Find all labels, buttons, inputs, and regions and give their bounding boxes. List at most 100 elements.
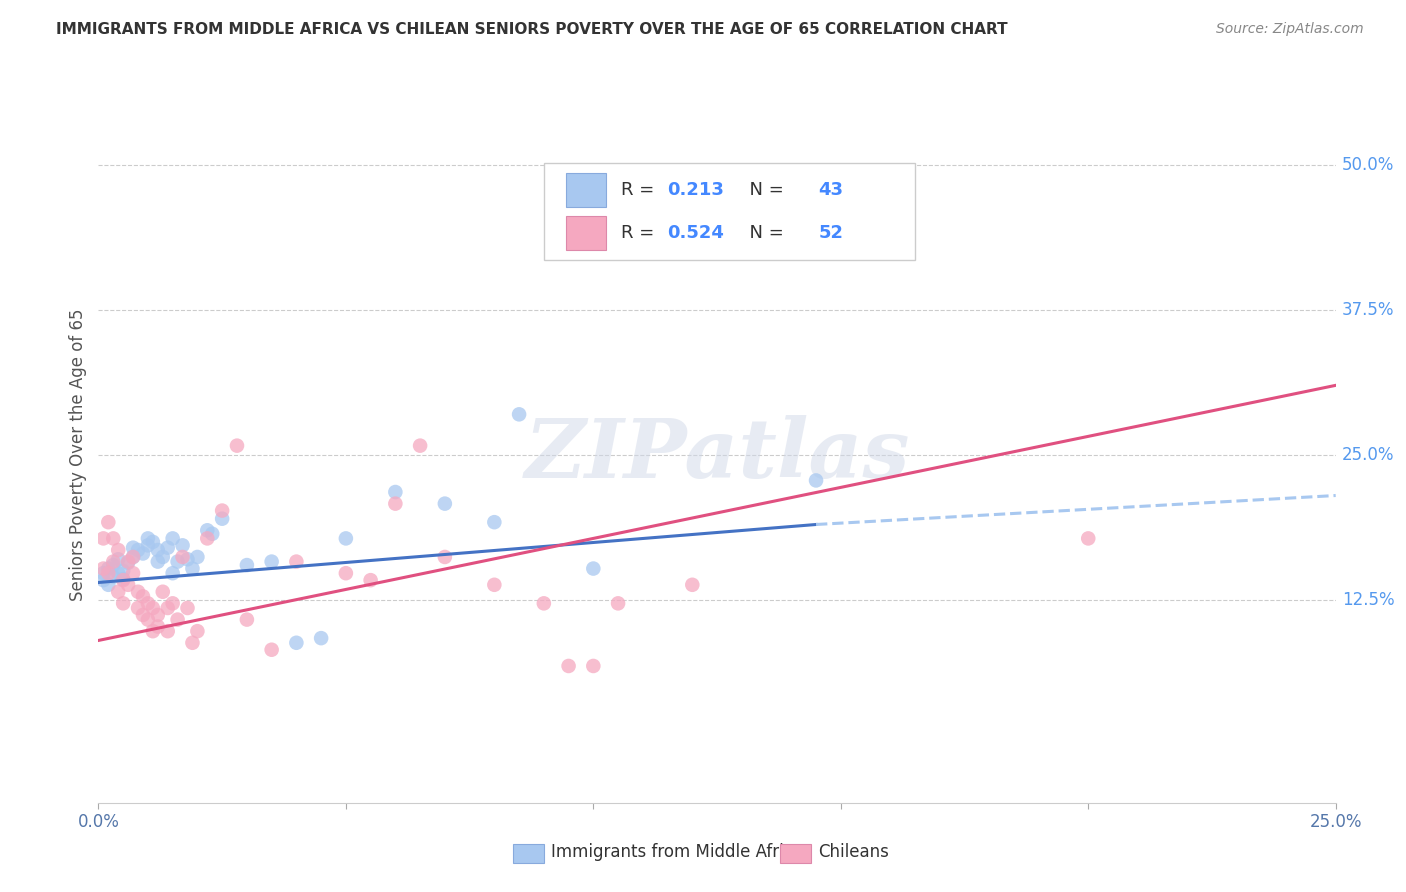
Point — [260, 555, 283, 569]
Point — [103, 558, 125, 573]
Point — [136, 613, 159, 627]
Point — [162, 566, 184, 581]
Point — [142, 534, 165, 549]
Point — [195, 523, 218, 537]
Point — [409, 439, 432, 453]
Point — [117, 578, 139, 592]
Point — [236, 558, 259, 573]
Text: 25.0%: 25.0% — [1341, 446, 1395, 464]
Text: 12.5%: 12.5% — [1341, 591, 1395, 609]
Point — [122, 549, 145, 564]
Point — [93, 561, 115, 575]
Point — [335, 566, 357, 581]
Point — [93, 566, 115, 581]
Text: IMMIGRANTS FROM MIDDLE AFRICA VS CHILEAN SENIORS POVERTY OVER THE AGE OF 65 CORR: IMMIGRANTS FROM MIDDLE AFRICA VS CHILEAN… — [56, 22, 1008, 37]
Point — [162, 532, 184, 546]
Point — [156, 624, 179, 639]
Point — [166, 555, 188, 569]
Point — [226, 439, 249, 453]
Point — [122, 541, 145, 555]
Text: N =: N = — [738, 181, 790, 199]
Point — [117, 555, 139, 569]
Point — [166, 613, 188, 627]
Point — [508, 407, 530, 422]
Point — [433, 497, 456, 511]
Text: Immigrants from Middle Africa: Immigrants from Middle Africa — [551, 843, 803, 861]
Text: Source: ZipAtlas.com: Source: ZipAtlas.com — [1216, 22, 1364, 37]
Point — [1077, 532, 1099, 546]
Y-axis label: Seniors Poverty Over the Age of 65: Seniors Poverty Over the Age of 65 — [69, 309, 87, 601]
Point — [146, 543, 169, 558]
FancyBboxPatch shape — [544, 162, 915, 260]
Point — [433, 549, 456, 564]
Point — [146, 607, 169, 622]
Point — [93, 532, 115, 546]
Point — [607, 596, 630, 610]
Point — [484, 515, 506, 529]
Point — [384, 485, 406, 500]
Point — [186, 549, 208, 564]
Text: 37.5%: 37.5% — [1341, 301, 1395, 319]
Point — [112, 596, 135, 610]
Point — [557, 659, 579, 673]
Point — [122, 566, 145, 581]
Point — [117, 556, 139, 570]
Text: 52: 52 — [818, 224, 844, 242]
Point — [211, 503, 233, 517]
Point — [97, 578, 120, 592]
Point — [176, 552, 198, 566]
Point — [172, 549, 194, 564]
Point — [107, 566, 129, 581]
Text: Chileans: Chileans — [818, 843, 889, 861]
Point — [830, 236, 852, 251]
Point — [156, 541, 179, 555]
Point — [103, 570, 125, 584]
Point — [152, 584, 174, 599]
Text: 0.524: 0.524 — [668, 224, 724, 242]
Point — [152, 549, 174, 564]
Point — [533, 596, 555, 610]
Point — [146, 619, 169, 633]
Point — [335, 532, 357, 546]
Point — [132, 590, 155, 604]
Point — [484, 578, 506, 592]
Point — [127, 584, 149, 599]
Text: 50.0%: 50.0% — [1341, 156, 1395, 174]
Point — [103, 555, 125, 569]
Point — [112, 564, 135, 578]
Point — [195, 532, 218, 546]
Point — [582, 659, 605, 673]
Point — [142, 601, 165, 615]
Text: R =: R = — [620, 181, 659, 199]
Point — [136, 532, 159, 546]
Point — [97, 561, 120, 575]
Text: 0.213: 0.213 — [668, 181, 724, 199]
Text: R =: R = — [620, 224, 659, 242]
Point — [176, 601, 198, 615]
Point — [582, 561, 605, 575]
Point — [186, 624, 208, 639]
FancyBboxPatch shape — [567, 216, 606, 250]
Point — [146, 555, 169, 569]
Point — [156, 601, 179, 615]
Point — [97, 566, 120, 581]
Point — [107, 584, 129, 599]
FancyBboxPatch shape — [567, 173, 606, 207]
Point — [103, 532, 125, 546]
Point — [211, 511, 233, 525]
Point — [260, 642, 283, 657]
Point — [136, 596, 159, 610]
Point — [162, 596, 184, 610]
Point — [285, 636, 308, 650]
Point — [132, 607, 155, 622]
Point — [384, 497, 406, 511]
Point — [181, 561, 204, 575]
Text: 43: 43 — [818, 181, 844, 199]
Point — [132, 546, 155, 561]
Text: ZIPatlas: ZIPatlas — [524, 415, 910, 495]
Point — [309, 631, 332, 645]
Point — [201, 526, 224, 541]
Point — [112, 573, 135, 587]
Text: N =: N = — [738, 224, 790, 242]
Point — [136, 538, 159, 552]
